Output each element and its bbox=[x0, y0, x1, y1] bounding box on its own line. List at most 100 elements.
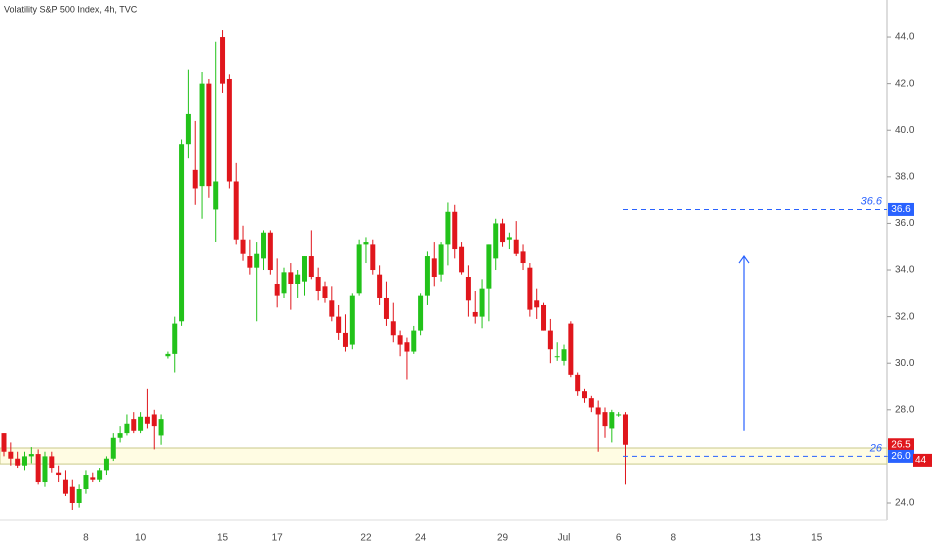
candle-body bbox=[124, 423, 130, 434]
candle-body bbox=[295, 274, 301, 284]
candle-body bbox=[76, 489, 82, 503]
candle-body bbox=[418, 295, 424, 331]
candle-body bbox=[595, 407, 601, 415]
candle-body bbox=[110, 437, 116, 459]
candle-body bbox=[377, 274, 383, 298]
candle-body bbox=[342, 332, 348, 347]
candle-body bbox=[465, 277, 471, 301]
y-tick-label: 36.0 bbox=[895, 218, 915, 229]
candle-body bbox=[8, 451, 14, 459]
candle-body bbox=[206, 83, 212, 187]
candle-body bbox=[199, 83, 205, 187]
candle-body bbox=[185, 113, 191, 145]
candle-body bbox=[541, 304, 547, 331]
candle-body bbox=[254, 253, 260, 268]
candle-body bbox=[452, 211, 458, 250]
candle-body bbox=[506, 237, 512, 240]
candle-body bbox=[493, 223, 499, 259]
candle-body bbox=[534, 300, 540, 308]
candle-body bbox=[411, 330, 417, 352]
candle-body bbox=[103, 458, 109, 471]
x-tick-label: 6 bbox=[616, 533, 622, 544]
candle-body bbox=[226, 78, 232, 182]
x-tick-label: 22 bbox=[360, 533, 372, 544]
candle-body bbox=[240, 239, 246, 254]
candle-body bbox=[151, 414, 157, 427]
candle-body bbox=[301, 256, 307, 282]
x-tick-label: 17 bbox=[272, 533, 284, 544]
candle-body bbox=[609, 412, 615, 429]
candle-body bbox=[281, 272, 287, 294]
candle-body bbox=[83, 475, 89, 490]
y-tick-label: 34.0 bbox=[895, 265, 915, 276]
candle-body bbox=[247, 256, 253, 268]
price-badge bbox=[888, 438, 914, 452]
clipped-badge-label: 44 bbox=[915, 455, 927, 466]
candle-body bbox=[424, 256, 430, 296]
candle-body bbox=[397, 335, 403, 345]
candle-body bbox=[261, 232, 267, 259]
candle-body bbox=[138, 416, 144, 431]
price-badge-label: 36.6 bbox=[891, 204, 911, 215]
candle-body bbox=[500, 223, 506, 243]
candle-body bbox=[322, 286, 328, 298]
x-tick-label: 8 bbox=[83, 533, 89, 544]
candle-body bbox=[349, 295, 355, 345]
candle-body bbox=[520, 251, 526, 264]
x-tick-label: 29 bbox=[497, 533, 509, 544]
horizontal-line-label: 26 bbox=[869, 442, 883, 454]
price-badge bbox=[888, 449, 914, 463]
candle-body bbox=[179, 144, 185, 322]
candle-body bbox=[144, 416, 150, 424]
x-tick-label: 10 bbox=[135, 533, 147, 544]
candle-body bbox=[588, 398, 594, 408]
candle-body bbox=[616, 414, 622, 416]
x-tick-label: 13 bbox=[750, 533, 762, 544]
candle-body bbox=[479, 288, 485, 317]
candle-body bbox=[336, 316, 342, 333]
candle-body bbox=[69, 486, 75, 503]
arrow-head bbox=[738, 255, 750, 264]
x-tick-label: 8 bbox=[671, 533, 677, 544]
candle-body bbox=[315, 277, 321, 291]
candle-body bbox=[213, 181, 219, 210]
candle-body bbox=[274, 283, 280, 296]
candle-body bbox=[459, 246, 465, 273]
candle-body bbox=[90, 477, 96, 480]
candle-body bbox=[622, 414, 628, 445]
candle-body bbox=[575, 374, 581, 392]
candle-body bbox=[62, 479, 68, 494]
candle-body bbox=[267, 232, 273, 271]
candle-body bbox=[445, 211, 451, 245]
candle-body bbox=[28, 454, 34, 457]
candle-body bbox=[547, 330, 553, 350]
candle-body bbox=[117, 433, 123, 438]
x-tick-label: 15 bbox=[811, 533, 823, 544]
candle-body bbox=[220, 37, 226, 84]
y-tick-label: 38.0 bbox=[895, 171, 915, 182]
clipped-badge bbox=[913, 453, 932, 467]
candle-body bbox=[561, 349, 567, 361]
candle-body bbox=[431, 258, 437, 278]
candle-body bbox=[602, 412, 608, 427]
candle-body bbox=[158, 419, 164, 436]
candle-body bbox=[390, 321, 396, 336]
candle-body bbox=[15, 458, 21, 466]
candle-body bbox=[356, 244, 362, 294]
x-tick-label: 24 bbox=[415, 533, 427, 544]
x-tick-label: Jul bbox=[558, 533, 571, 544]
candle-body bbox=[363, 242, 369, 245]
candle-body bbox=[165, 353, 171, 357]
candle-body bbox=[97, 470, 103, 480]
candle-body bbox=[35, 454, 41, 483]
x-tick-label: 15 bbox=[217, 533, 229, 544]
horizontal-line-label: 36.6 bbox=[861, 195, 883, 207]
candle-body bbox=[472, 311, 478, 317]
chart-title: Volatility S&P 500 Index, 4h, TVC bbox=[4, 4, 138, 14]
candle-body bbox=[383, 297, 389, 319]
price-badge bbox=[888, 202, 914, 216]
candle-body bbox=[527, 267, 533, 310]
candle-body bbox=[404, 342, 410, 352]
candle-body bbox=[49, 456, 55, 469]
